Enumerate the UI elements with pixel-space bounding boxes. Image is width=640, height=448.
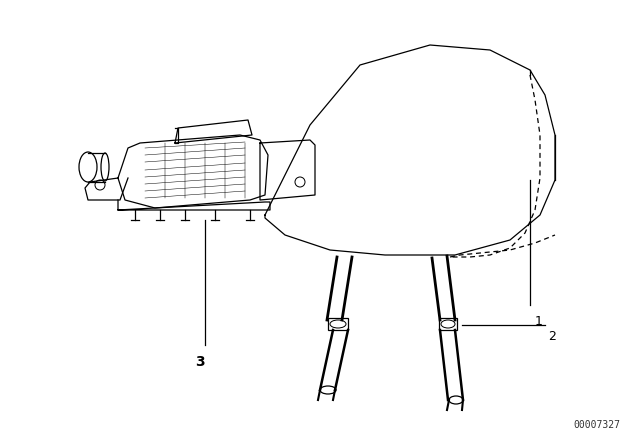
Text: 2: 2: [548, 330, 556, 343]
Text: 00007327: 00007327: [573, 420, 620, 430]
Text: 1: 1: [535, 315, 543, 328]
Text: 3: 3: [195, 355, 205, 369]
FancyBboxPatch shape: [328, 318, 348, 330]
FancyBboxPatch shape: [439, 318, 457, 330]
